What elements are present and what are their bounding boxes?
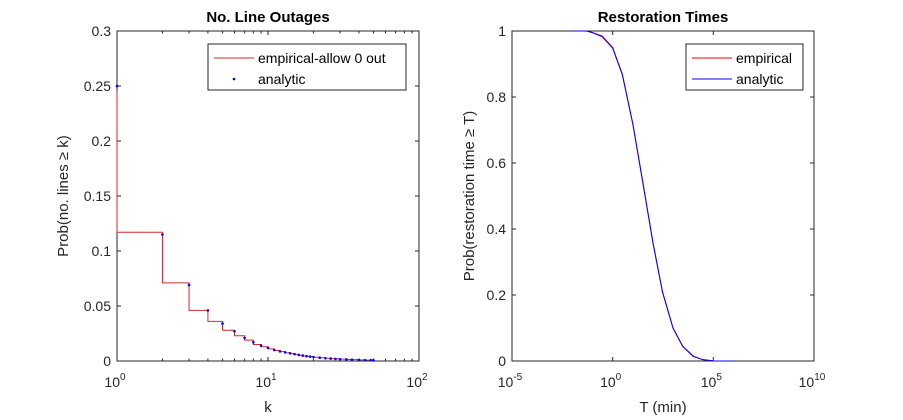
series-analytic-point	[297, 353, 301, 357]
y-axis-label-line-outages: Prob(no. lines ≥ k)	[55, 135, 72, 257]
x-tick-label: 10-5	[498, 372, 523, 390]
x-axis-label-restoration-times: T (min)	[639, 399, 686, 416]
series-analytic-point	[363, 358, 367, 362]
chart-restoration-times: Restoration Times T (min) Prob(restorati…	[461, 9, 826, 416]
y-tick-label: 0.25	[84, 78, 111, 94]
legend-label: analytic	[258, 71, 305, 87]
x-tick-label: 105	[701, 372, 723, 390]
series-analytic-point	[372, 359, 375, 362]
series-analytic-point	[115, 84, 119, 88]
y-tick-label: 0.2	[92, 133, 112, 149]
series-analytic-point	[206, 309, 210, 312]
legend-marker-analytic	[232, 77, 236, 81]
series-analytic-point	[334, 357, 337, 361]
x-tick-label: 102	[406, 372, 428, 390]
series-analytic-point	[308, 355, 312, 358]
legend-label: empirical	[736, 50, 792, 66]
series-analytic-point	[293, 352, 296, 356]
series-analytic-point	[243, 336, 246, 340]
y-tick-label: 0.2	[487, 287, 507, 303]
series-analytic-point	[288, 352, 292, 355]
y-tick-label: 1	[498, 23, 506, 39]
series-analytic-point	[369, 358, 373, 362]
series-analytic-point	[272, 348, 276, 352]
x-tick-label: 101	[255, 372, 277, 390]
legend-box	[685, 43, 804, 91]
series-analytic-point	[301, 354, 305, 357]
x-tick-label: 100	[104, 372, 126, 390]
chart-title-restoration-times: Restoration Times	[598, 9, 729, 26]
series-analytic-point	[338, 357, 342, 361]
series-analytic-point	[252, 341, 255, 344]
series-analytic-point	[259, 344, 263, 347]
legend-box	[207, 43, 407, 91]
y-tick-label: 0.8	[487, 89, 507, 105]
series-analytic-point	[305, 354, 308, 358]
series-analytic-point	[350, 358, 354, 361]
series-analytic-point	[266, 346, 270, 350]
y-axis-label-restoration-times: Prob(restoration time ≥ T)	[461, 111, 478, 282]
y-tick-label: 0.6	[487, 155, 507, 171]
legend-label: empirical-allow 0 out	[258, 50, 386, 66]
y-tick-label: 0	[498, 353, 506, 369]
y-tick-label: 0.15	[84, 188, 111, 204]
series-analytic-point	[221, 322, 224, 325]
series-analytic-point	[344, 358, 348, 361]
series-analytic-point	[329, 357, 332, 360]
series-analytic-point	[324, 356, 327, 360]
chart-title-line-outages: No. Line Outages	[206, 9, 329, 26]
y-tick-label: 0.3	[92, 23, 112, 39]
series-analytic-point	[318, 356, 322, 360]
series-analytic-point	[312, 355, 315, 359]
legend-label: analytic	[736, 71, 783, 87]
series-analytic-point	[357, 358, 361, 362]
chart-line-outages: No. Line Outages k Prob(no. lines ≥ k) 0…	[55, 9, 428, 416]
series-analytic-point	[233, 330, 236, 333]
y-tick-label: 0.1	[92, 243, 112, 259]
y-tick-label: 0	[103, 353, 111, 369]
series-analytic-point	[278, 350, 282, 353]
x-tick-label: 1010	[799, 372, 826, 390]
x-axis-label-line-outages: k	[264, 399, 272, 416]
series-analytic-point	[283, 351, 287, 354]
x-tick-label: 100	[600, 372, 622, 390]
series-analytic-point	[161, 233, 164, 236]
y-tick-label: 0.05	[84, 298, 111, 314]
series-analytic-point	[187, 283, 191, 287]
y-tick-label: 0.4	[487, 221, 507, 237]
series-analytic-line	[572, 30, 734, 362]
